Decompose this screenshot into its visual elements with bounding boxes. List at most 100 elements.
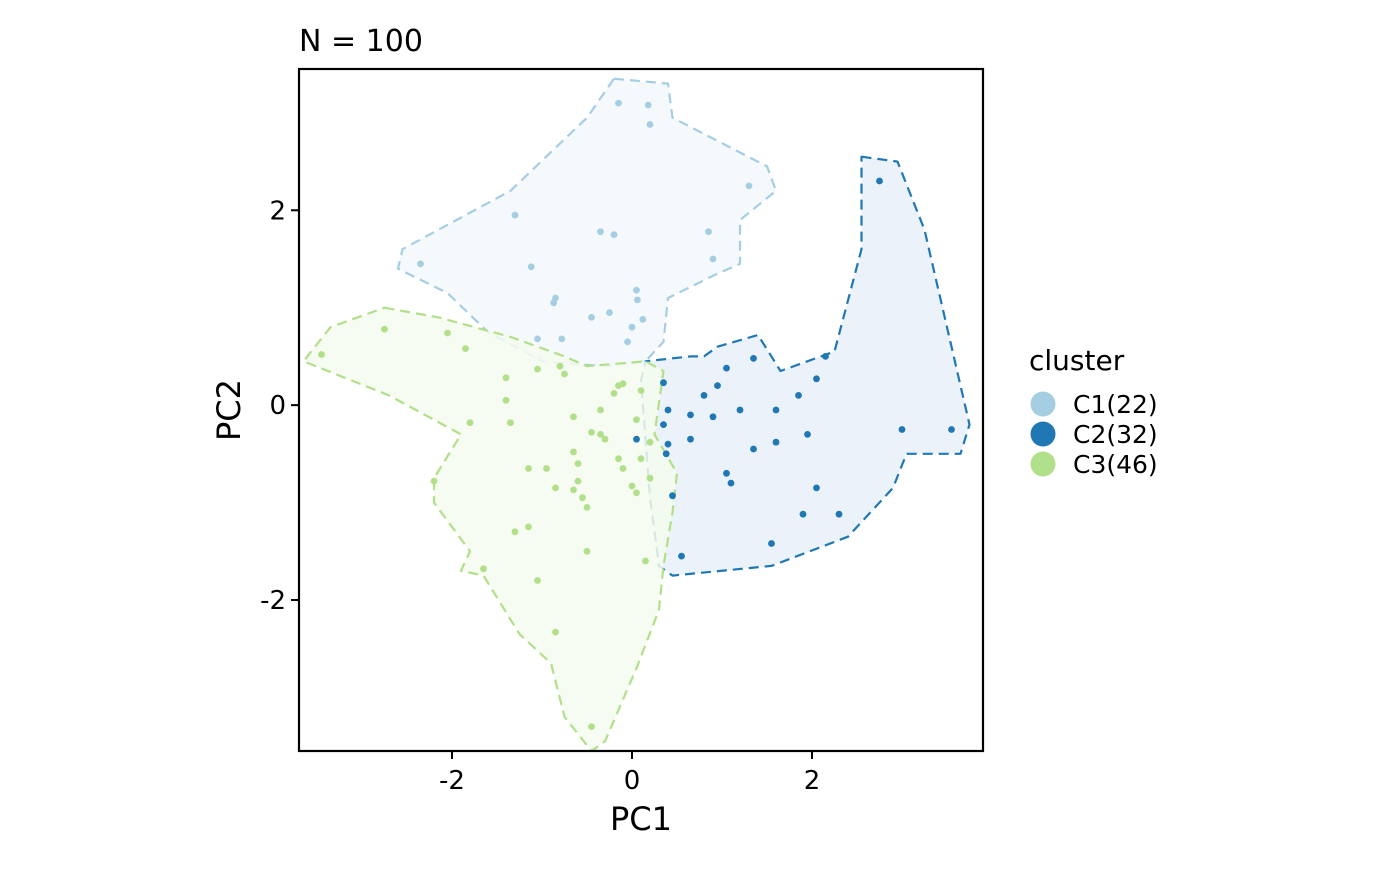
point-c2-18 <box>664 440 672 448</box>
point-c3-32 <box>570 486 577 494</box>
point-c2-6 <box>660 379 667 387</box>
point-c3-37 <box>583 547 591 555</box>
point-c2-1 <box>876 177 883 185</box>
point-c3-41 <box>552 628 559 636</box>
point-c3-2 <box>318 351 325 358</box>
x-axis: -2 0 2 <box>439 751 820 796</box>
point-c2-10 <box>664 406 672 414</box>
point-c1-21 <box>558 335 566 343</box>
point-c1-2 <box>644 101 652 109</box>
point-c2-17 <box>948 426 955 433</box>
point-c3-42 <box>588 723 595 730</box>
point-c3-30 <box>430 477 438 485</box>
point-c3-46 <box>637 455 645 463</box>
point-c2-27 <box>669 492 676 500</box>
point-c3-39 <box>480 565 487 573</box>
point-c1-9 <box>709 255 717 263</box>
legend-key-1 <box>1030 391 1056 417</box>
point-c3-25 <box>543 465 550 472</box>
point-c3-45 <box>601 435 609 443</box>
point-c3-19 <box>597 431 604 438</box>
point-c3-28 <box>628 482 636 490</box>
point-c2-15 <box>660 421 667 428</box>
point-c3-8 <box>502 374 510 382</box>
point-c2-19 <box>687 435 694 443</box>
point-c3-15 <box>570 413 577 421</box>
point-c3-3 <box>444 329 451 337</box>
point-c3-7 <box>561 370 568 378</box>
point-c2-16 <box>898 426 906 433</box>
point-c2-31 <box>678 552 685 560</box>
point-c3-6 <box>556 362 564 370</box>
point-c2-24 <box>723 469 730 477</box>
point-c2-5 <box>813 375 820 383</box>
point-c1-7 <box>610 231 618 239</box>
point-c2-23 <box>662 450 670 458</box>
point-c3-11 <box>637 387 645 394</box>
point-c2-14 <box>709 413 717 421</box>
point-c2-26 <box>813 484 820 492</box>
point-c1-5 <box>511 211 519 219</box>
point-c1-10 <box>417 260 424 268</box>
point-c3-23 <box>619 465 627 472</box>
point-c3-31 <box>552 484 559 492</box>
point-c2-8 <box>700 392 708 399</box>
point-c3-43 <box>579 494 586 502</box>
cluster-hull-3 <box>302 306 679 753</box>
point-c3-27 <box>574 477 582 485</box>
point-c2-2 <box>750 355 757 362</box>
legend-key-3 <box>1030 451 1056 477</box>
point-c1-3 <box>646 121 654 128</box>
point-c2-3 <box>822 353 829 360</box>
point-c1-15 <box>634 296 641 304</box>
point-c3-1 <box>381 325 388 333</box>
point-c2-11 <box>687 411 694 419</box>
point-c3-14 <box>597 406 604 414</box>
point-c3-12 <box>610 390 618 397</box>
y-axis-title: PC2 <box>210 379 248 441</box>
point-c3-10 <box>619 380 627 388</box>
point-c2-22 <box>750 445 757 453</box>
point-c1-11 <box>527 263 535 271</box>
point-c2-7 <box>714 382 721 389</box>
legend-items: C1(22)C2(32)C3(46) <box>1030 390 1158 479</box>
point-c3-5 <box>534 365 541 373</box>
y-tick-label: -2 <box>260 586 286 616</box>
legend-title: cluster <box>1029 344 1125 377</box>
point-c3-20 <box>646 438 654 446</box>
point-c3-38 <box>642 557 649 565</box>
legend-key-2 <box>1030 421 1056 447</box>
legend-label-2: C2(32) <box>1073 420 1158 449</box>
data-points <box>318 99 955 730</box>
point-c1-13 <box>550 299 558 307</box>
point-c1-22 <box>624 338 631 346</box>
point-c3-18 <box>588 429 595 436</box>
point-c3-26 <box>574 460 582 467</box>
point-c3-29 <box>646 474 654 482</box>
point-c2-13 <box>772 406 780 414</box>
x-tick-label: 2 <box>804 766 821 796</box>
legend-label-1: C1(22) <box>1073 390 1158 419</box>
point-c3-33 <box>633 489 640 497</box>
point-c1-4 <box>745 182 753 190</box>
point-c1-6 <box>597 228 604 236</box>
x-axis-title: PC1 <box>610 800 672 838</box>
point-c1-18 <box>639 316 647 323</box>
point-c1-20 <box>534 335 541 343</box>
point-c3-36 <box>511 528 519 536</box>
x-tick-label: 0 <box>624 766 641 796</box>
point-c2-12 <box>736 406 744 414</box>
point-c2-21 <box>804 431 811 438</box>
point-c3-44 <box>633 416 640 424</box>
point-c1-1 <box>615 99 622 107</box>
point-c1-16 <box>606 309 613 316</box>
point-c3-21 <box>570 448 577 456</box>
y-axis: -2 0 2 <box>260 196 299 616</box>
point-c2-28 <box>799 510 807 518</box>
cluster-hull-1 <box>396 77 778 368</box>
point-c2-29 <box>835 510 843 518</box>
point-c3-22 <box>615 455 622 463</box>
point-c3-34 <box>583 504 591 511</box>
point-c2-20 <box>772 438 780 446</box>
point-c1-17 <box>588 314 595 321</box>
